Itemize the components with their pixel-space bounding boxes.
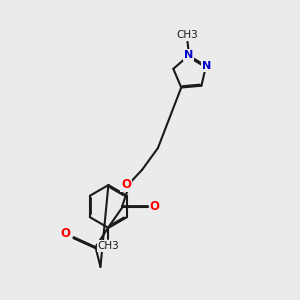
Text: CH3: CH3 [177,30,198,40]
Text: O: O [150,200,160,213]
Text: O: O [121,178,131,191]
Text: N: N [202,61,211,71]
Text: O: O [60,227,70,240]
Text: N: N [184,50,193,60]
Text: CH3: CH3 [98,241,119,251]
